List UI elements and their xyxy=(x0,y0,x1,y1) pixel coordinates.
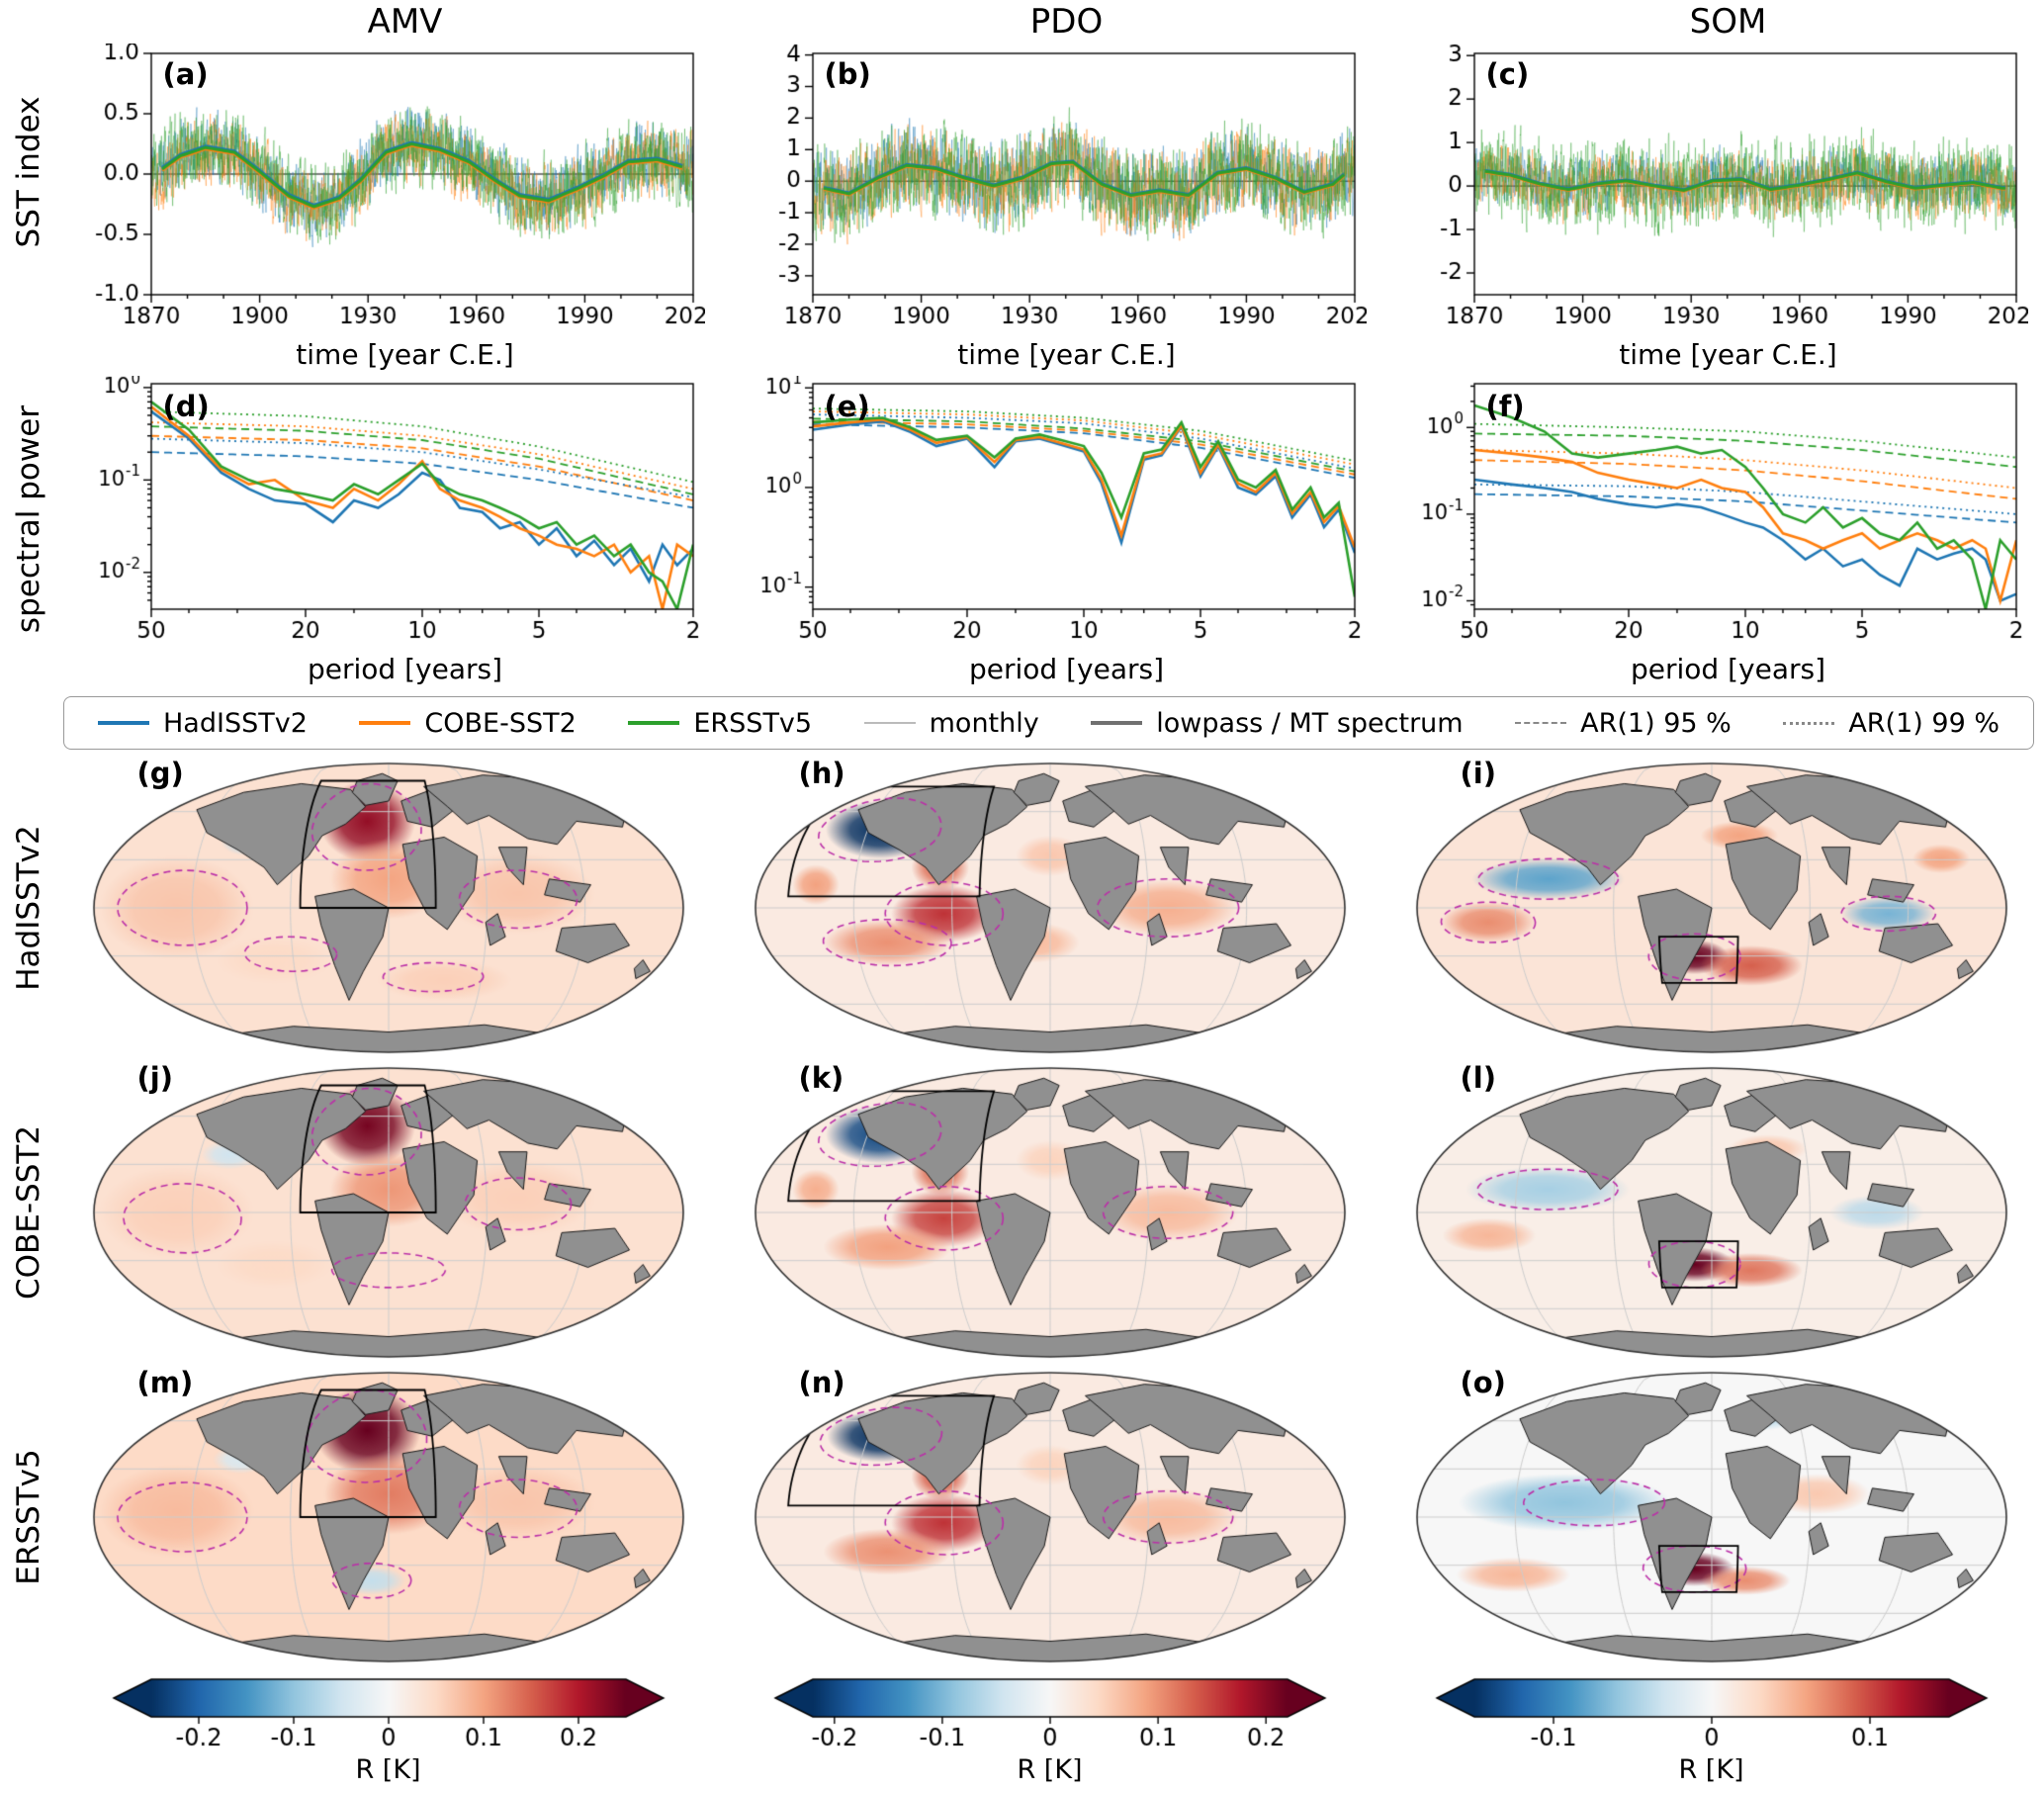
map-panel-o: (o) xyxy=(1380,1366,2042,1668)
sst-index-ylabel: SST index xyxy=(11,96,46,248)
panel-letter-n: (n) xyxy=(798,1366,845,1399)
panel-c: SOM (c) time [year C.E.] xyxy=(1380,0,2042,374)
panel-e: (e) period [years] xyxy=(719,376,1380,688)
panel-letter-e: (e) xyxy=(824,390,870,423)
panel-b-plot-area: (b) xyxy=(733,44,1367,340)
panel-a-plot-area: (a) xyxy=(71,44,705,340)
panel-d-plot-area: (d) xyxy=(71,376,705,655)
panel-letter-h: (h) xyxy=(798,757,845,790)
legend-line-hadisstv2 xyxy=(98,721,149,725)
panel-letter-i: (i) xyxy=(1460,757,1496,790)
panel-d-xlabel: period [years] xyxy=(308,653,502,685)
amv-spectrum-canvas xyxy=(71,376,705,655)
colorbar-amv: R [K] xyxy=(57,1673,719,1785)
panel-f: (f) period [years] xyxy=(1380,376,2042,688)
map-i-canvas xyxy=(1404,757,2018,1059)
colorbar-som-label: R [K] xyxy=(1678,1754,1744,1785)
legend-line-ar1-95 xyxy=(1515,722,1567,724)
legend-item-monthly: monthly xyxy=(863,708,1039,739)
legend-item-ar1-95: AR(1) 95 % xyxy=(1515,708,1732,739)
panel-letter-f: (f) xyxy=(1485,390,1525,423)
panel-e-xlabel: period [years] xyxy=(969,653,1164,685)
map-panel-h: (h) xyxy=(719,757,1380,1059)
column-title-pdo: PDO xyxy=(1029,2,1104,42)
map-panel-m: (m) xyxy=(57,1366,719,1668)
map-panel-n: (n) xyxy=(719,1366,1380,1668)
panel-c-xlabel: time [year C.E.] xyxy=(1619,338,1837,371)
pdo-spectrum-canvas xyxy=(733,376,1367,655)
panel-e-plot-area: (e) xyxy=(733,376,1367,655)
legend-item-cobe-sst2: COBE-SST2 xyxy=(359,708,577,739)
legend-item-hadisstv2: HadISSTv2 xyxy=(98,708,308,739)
legend-item-ar1-99: AR(1) 99 % xyxy=(1783,708,2000,739)
sp-ylabel-gutter: spectral power xyxy=(0,376,57,688)
row-label-hadisstv2: HadISSTv2 xyxy=(11,825,46,991)
amv-timeseries-canvas xyxy=(71,44,705,340)
legend-line-cobe-sst2 xyxy=(359,721,411,725)
map-n-canvas xyxy=(743,1366,1357,1668)
map-row-cobe-sst2: COBE-SST2 (j) (k) (l) xyxy=(0,1060,2044,1365)
map-k-canvas xyxy=(743,1061,1357,1364)
spectra-row: spectral power (d) period [years] (e) pe… xyxy=(0,376,2044,688)
legend: HadISSTv2 COBE-SST2 ERSSTv5 monthly lowp… xyxy=(63,696,2034,750)
som-timeseries-canvas xyxy=(1394,44,2028,340)
panel-d: (d) period [years] xyxy=(57,376,719,688)
panel-a: AMV (a) time [year C.E.] xyxy=(57,0,719,374)
panel-c-plot-area: (c) xyxy=(1394,44,2028,340)
column-title-amv: AMV xyxy=(367,2,443,42)
legend-line-ar1-99 xyxy=(1783,721,1835,725)
panel-f-xlabel: period [years] xyxy=(1631,653,1825,685)
colorbar-pdo-canvas xyxy=(743,1673,1357,1758)
colorbar-pdo-label: R [K] xyxy=(1017,1754,1083,1785)
panel-letter-m: (m) xyxy=(136,1366,194,1399)
colorbar-som: R [K] xyxy=(1380,1673,2042,1785)
colorbar-amv-label: R [K] xyxy=(355,1754,421,1785)
panel-letter-g: (g) xyxy=(136,757,184,790)
map-panel-i: (i) xyxy=(1380,757,2042,1059)
map-row-hadisstv2: HadISSTv2 (g) (h) (i) xyxy=(0,756,2044,1060)
som-spectrum-canvas xyxy=(1394,376,2028,655)
legend-item-ersstv5: ERSSTv5 xyxy=(628,708,812,739)
row-label-cobe-sst2: COBE-SST2 xyxy=(11,1124,46,1300)
map-panel-k: (k) xyxy=(719,1061,1380,1364)
panel-letter-j: (j) xyxy=(136,1061,173,1095)
map-m-canvas xyxy=(81,1366,695,1668)
map-panel-j: (j) xyxy=(57,1061,719,1364)
map-panel-g: (g) xyxy=(57,757,719,1059)
map-row-ersstv5: ERSSTv5 (m) (n) (o) xyxy=(0,1365,2044,1669)
column-title-som: SOM xyxy=(1689,2,1767,42)
panel-f-plot-area: (f) xyxy=(1394,376,2028,655)
colorbar-row: R [K] R [K] R [K] xyxy=(0,1673,2044,1785)
map-l-canvas xyxy=(1404,1061,2018,1364)
legend-line-lowpass xyxy=(1091,721,1143,725)
legend-item-lowpass: lowpass / MT spectrum xyxy=(1091,708,1464,739)
colorbar-amv-canvas xyxy=(81,1673,695,1758)
map-o-canvas xyxy=(1404,1366,2018,1668)
colorbar-som-canvas xyxy=(1404,1673,2018,1758)
panel-letter-l: (l) xyxy=(1460,1061,1496,1095)
panel-letter-b: (b) xyxy=(824,57,871,91)
map-j-canvas xyxy=(81,1061,695,1364)
row-label-ersstv5: ERSSTv5 xyxy=(11,1449,46,1585)
ts-ylabel-gutter: SST index xyxy=(0,0,57,374)
panel-letter-d: (d) xyxy=(162,390,210,423)
panel-letter-c: (c) xyxy=(1485,57,1530,91)
colorbar-pdo: R [K] xyxy=(719,1673,1380,1785)
panel-letter-k: (k) xyxy=(798,1061,844,1095)
panel-letter-a: (a) xyxy=(162,57,209,91)
spectral-power-ylabel: spectral power xyxy=(11,405,46,634)
legend-line-ersstv5 xyxy=(628,721,680,725)
map-panel-l: (l) xyxy=(1380,1061,2042,1364)
legend-line-monthly xyxy=(863,722,916,724)
panel-b: PDO (b) time [year C.E.] xyxy=(719,0,1380,374)
pdo-timeseries-canvas xyxy=(733,44,1367,340)
panel-b-xlabel: time [year C.E.] xyxy=(957,338,1176,371)
map-g-canvas xyxy=(81,757,695,1059)
map-h-canvas xyxy=(743,757,1357,1059)
timeseries-row: SST index AMV (a) time [year C.E.] PDO (… xyxy=(0,0,2044,374)
panel-a-xlabel: time [year C.E.] xyxy=(296,338,514,371)
panel-letter-o: (o) xyxy=(1460,1366,1506,1399)
